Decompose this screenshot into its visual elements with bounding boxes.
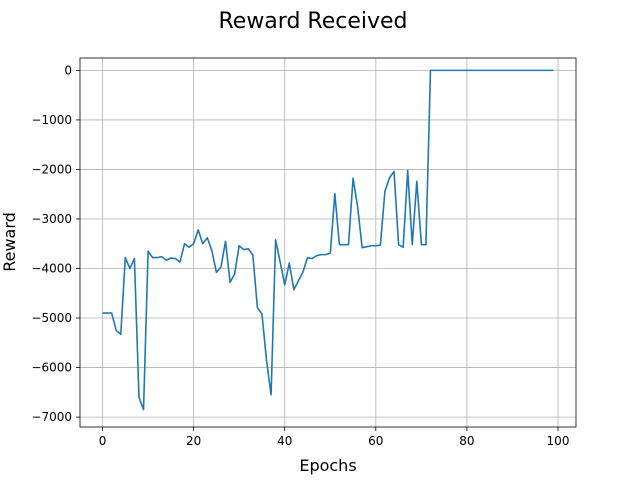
x-ticks: 0 20 40 60 80 100 — [99, 427, 570, 448]
x-tick-label: 20 — [186, 434, 201, 448]
x-tick-label: 60 — [368, 434, 383, 448]
y-ticks: 0 −1000 −2000 −3000 −4000 −5000 −6000 −7000 — [31, 63, 80, 424]
y-tick-label: −6000 — [31, 361, 72, 375]
y-tick-label: −3000 — [31, 212, 72, 226]
x-tick-label: 40 — [277, 434, 292, 448]
x-tick-label: 80 — [459, 434, 474, 448]
y-axis-label: Reward — [0, 212, 19, 272]
plot-frame — [79, 57, 577, 428]
y-tick-label: −5000 — [31, 311, 72, 325]
chart-title: Reward Received — [218, 9, 407, 34]
y-tick-label: −4000 — [31, 262, 72, 276]
grid — [80, 58, 576, 427]
reward-series-line — [102, 69, 554, 411]
y-tick-label: −2000 — [31, 162, 72, 176]
y-tick-label: −7000 — [31, 410, 72, 424]
x-tick-label: 100 — [547, 434, 570, 448]
series-layer — [102, 69, 554, 411]
y-tick-label: 0 — [64, 63, 72, 77]
x-axis-label: Epochs — [299, 456, 356, 475]
y-tick-label: −1000 — [31, 113, 72, 127]
x-tick-label: 0 — [99, 434, 107, 448]
